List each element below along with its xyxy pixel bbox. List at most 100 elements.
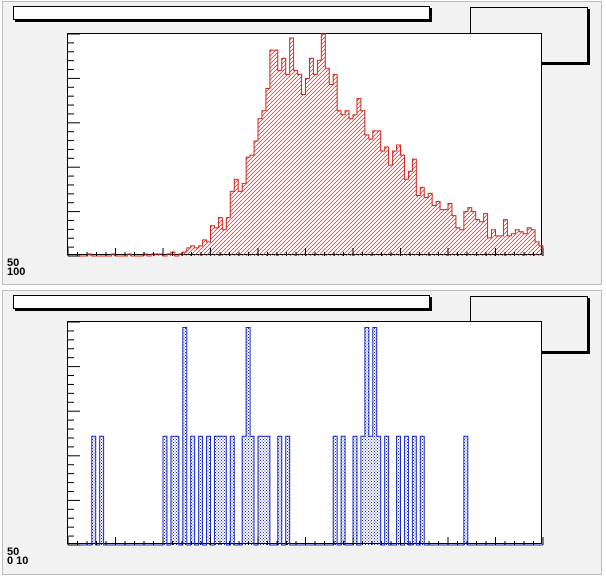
histogram-bar xyxy=(214,436,219,545)
histogram-bar xyxy=(515,229,520,256)
histogram-bar xyxy=(353,436,357,545)
histogram-bar xyxy=(404,179,409,256)
histogram-bar xyxy=(360,110,365,256)
histogram-bar xyxy=(364,327,369,545)
histogram-bar xyxy=(127,253,132,256)
histogram-bar xyxy=(206,436,211,545)
histogram-bar xyxy=(202,239,207,256)
histogram-bar xyxy=(265,88,270,256)
histogram-bar xyxy=(376,436,381,545)
histogram-plot xyxy=(67,321,544,546)
histogram-bar xyxy=(234,179,239,256)
histogram-bar xyxy=(428,193,433,256)
histogram-bar xyxy=(507,235,512,256)
histogram-bar xyxy=(261,436,266,545)
plot-frame xyxy=(67,33,544,257)
histogram-bar xyxy=(250,155,255,256)
histogram-bar xyxy=(222,436,227,545)
histogram-pad-top: 50 100 xyxy=(2,1,602,285)
histogram-bar xyxy=(459,229,464,256)
histogram-bar xyxy=(289,38,294,257)
histogram-bar xyxy=(384,147,389,256)
histogram-bar xyxy=(380,151,385,256)
histogram-bar xyxy=(353,114,357,257)
histogram-bar xyxy=(345,110,350,256)
histogram-bar xyxy=(250,436,255,545)
histogram-bar xyxy=(396,145,401,256)
histogram-bar xyxy=(499,235,504,256)
histogram-bar xyxy=(269,50,274,256)
histogram-bar xyxy=(254,140,258,256)
histogram-bar xyxy=(440,209,445,256)
histogram-bar xyxy=(91,436,96,545)
histogram-bar xyxy=(471,211,476,256)
histogram-bar xyxy=(170,436,175,545)
axis-corner-label: 50 xyxy=(7,257,20,269)
histogram-bar xyxy=(321,34,326,256)
histogram-bar xyxy=(329,84,334,256)
histogram-bar xyxy=(178,253,183,256)
histogram-bar xyxy=(293,70,298,256)
axis-corner-label: 100 xyxy=(7,266,26,278)
histogram-title-box xyxy=(13,6,430,20)
histogram-bar xyxy=(285,74,290,256)
histogram-bar xyxy=(273,50,278,256)
histogram-bar xyxy=(416,195,421,256)
histogram-bar xyxy=(503,219,508,256)
histogram-bar xyxy=(99,436,104,545)
histogram-bar xyxy=(194,247,199,256)
histogram-bar xyxy=(206,241,211,256)
histogram-bar xyxy=(372,327,377,545)
histogram-bar xyxy=(242,436,247,545)
histogram-bar xyxy=(451,215,456,256)
histogram-bar xyxy=(226,217,231,256)
histogram-bar xyxy=(349,118,353,256)
histogram-bar xyxy=(218,436,223,545)
histogram-bar xyxy=(261,110,266,256)
histogram-bar xyxy=(333,436,338,545)
histogram-bar xyxy=(408,171,413,256)
histogram-bar xyxy=(539,245,543,256)
histogram-bar xyxy=(210,225,215,256)
histogram-bar xyxy=(285,436,290,545)
histogram-bar xyxy=(475,219,480,256)
histogram-bar xyxy=(222,229,227,256)
histogram-bar xyxy=(436,201,441,256)
histogram-bar xyxy=(230,436,235,545)
histogram-bar xyxy=(412,436,417,545)
histogram-pad-bottom: 50 0 10 xyxy=(2,290,602,575)
histogram-bar xyxy=(214,227,219,256)
histogram-bar xyxy=(372,130,377,256)
axis-corner-label: 50 xyxy=(7,546,20,558)
histogram-bar xyxy=(198,436,203,545)
histogram-bar xyxy=(258,436,262,545)
histogram-bar xyxy=(190,245,195,256)
histogram-bar xyxy=(277,70,282,256)
histogram-outline xyxy=(68,326,543,546)
histogram-bar xyxy=(309,58,314,256)
histogram-bar xyxy=(305,78,310,257)
histogram-bar xyxy=(163,436,167,545)
histogram-bar xyxy=(186,247,191,256)
histogram-bar xyxy=(444,209,448,256)
histogram-bar xyxy=(360,436,365,545)
histogram-bar xyxy=(376,130,381,256)
histogram-bar xyxy=(432,205,437,256)
histogram-bar xyxy=(313,74,318,256)
histogram-bar xyxy=(491,229,496,256)
histogram-bar xyxy=(364,134,369,256)
histogram-bar xyxy=(265,436,270,545)
histogram-bar xyxy=(368,436,373,545)
histogram-bar xyxy=(218,217,223,256)
histogram-bar xyxy=(511,233,516,256)
histogram-bar xyxy=(448,203,452,256)
axis-corner-label: 0 10 xyxy=(7,555,29,567)
histogram-bar xyxy=(230,191,235,256)
histogram-bar xyxy=(182,251,187,256)
histogram-bar xyxy=(258,118,262,256)
histogram-outline xyxy=(68,33,544,257)
histogram-plot xyxy=(67,33,544,257)
histogram-bar xyxy=(463,211,468,256)
histogram-bar xyxy=(404,436,409,545)
histogram-bar xyxy=(412,159,417,256)
